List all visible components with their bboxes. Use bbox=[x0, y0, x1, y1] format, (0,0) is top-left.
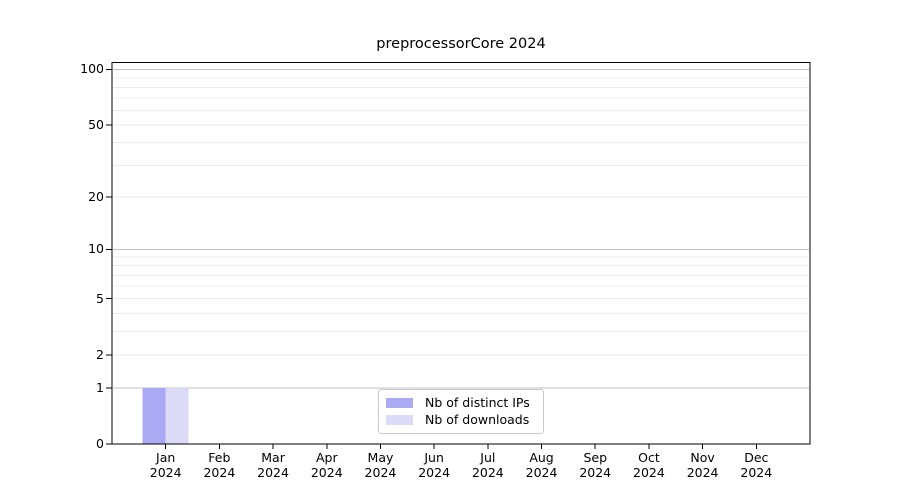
month-label: Dec bbox=[744, 450, 769, 465]
year-label: 2024 bbox=[579, 465, 612, 480]
month-label: May bbox=[367, 450, 394, 465]
year-label: 2024 bbox=[310, 465, 343, 480]
y-tick-label-2: 2 bbox=[96, 346, 104, 362]
year-label: 2024 bbox=[203, 465, 236, 480]
legend-swatch-distinct-ips bbox=[386, 397, 413, 409]
month-label: Aug bbox=[529, 450, 554, 465]
year-label: 2024 bbox=[257, 465, 289, 480]
x-tick-label-nov: Nov 2024 bbox=[671, 450, 735, 480]
year-label: 2024 bbox=[364, 465, 397, 480]
month-label: Apr bbox=[315, 450, 338, 465]
legend-item-distinct-ips: Nb of distinct IPs bbox=[386, 396, 535, 410]
y-tick-label-50: 50 bbox=[88, 116, 104, 132]
chart-title: preprocessorCore 2024 bbox=[376, 36, 546, 52]
year-label: 2024 bbox=[418, 465, 451, 480]
y-tick-label-100: 100 bbox=[80, 61, 104, 77]
x-tick-label-jul: Jul 2024 bbox=[456, 450, 520, 480]
legend-item-downloads: Nb of downloads bbox=[386, 413, 535, 427]
year-label: 2024 bbox=[471, 465, 504, 480]
month-label: Nov bbox=[690, 450, 715, 465]
x-tick-label-jun: Jun 2024 bbox=[402, 450, 466, 480]
month-label: Sep bbox=[583, 450, 607, 465]
x-tick-label-jan: Jan 2024 bbox=[134, 450, 198, 480]
x-tick-label-may: May 2024 bbox=[348, 450, 412, 480]
month-label: Mar bbox=[261, 450, 285, 465]
x-tick-label-mar: Mar 2024 bbox=[241, 450, 305, 480]
y-tick-label-10: 10 bbox=[88, 241, 104, 257]
year-label: 2024 bbox=[633, 465, 665, 480]
y-tick-label-5: 5 bbox=[96, 290, 104, 306]
x-tick-label-apr: Apr 2024 bbox=[295, 450, 359, 480]
year-label: 2024 bbox=[525, 465, 558, 480]
legend-label-downloads: Nb of downloads bbox=[425, 412, 530, 427]
bar-layer bbox=[142, 387, 189, 444]
bar-nb-of-distinct-ips-jan bbox=[142, 387, 166, 444]
legend-swatch-downloads bbox=[386, 414, 413, 426]
bar-nb-of-downloads-jan bbox=[165, 387, 189, 444]
year-label: 2024 bbox=[686, 465, 719, 480]
x-tick-label-feb: Feb 2024 bbox=[187, 450, 251, 480]
month-label: Jul bbox=[480, 450, 496, 465]
plot-box bbox=[111, 62, 811, 445]
y-tick-label-20: 20 bbox=[88, 188, 104, 204]
y-tick-label-0: 0 bbox=[96, 436, 104, 451]
month-label: Jun bbox=[424, 450, 444, 465]
year-label: 2024 bbox=[740, 465, 773, 480]
year-label: 2024 bbox=[149, 465, 182, 480]
legend: Nb of distinct IPs Nb of downloads bbox=[378, 389, 544, 434]
month-label: Oct bbox=[638, 450, 660, 465]
month-label: Feb bbox=[208, 450, 231, 465]
y-tick-label-1: 1 bbox=[96, 379, 104, 395]
month-label: Jan bbox=[156, 450, 176, 465]
legend-label-distinct-ips: Nb of distinct IPs bbox=[425, 395, 530, 410]
x-tick-label-dec: Dec 2024 bbox=[724, 450, 788, 480]
x-tick-label-sep: Sep 2024 bbox=[563, 450, 627, 480]
x-tick-label-oct: Oct 2024 bbox=[617, 450, 681, 480]
x-tick-label-aug: Aug 2024 bbox=[510, 450, 574, 480]
axis-layer bbox=[106, 62, 811, 449]
grid-layer bbox=[113, 68, 809, 389]
